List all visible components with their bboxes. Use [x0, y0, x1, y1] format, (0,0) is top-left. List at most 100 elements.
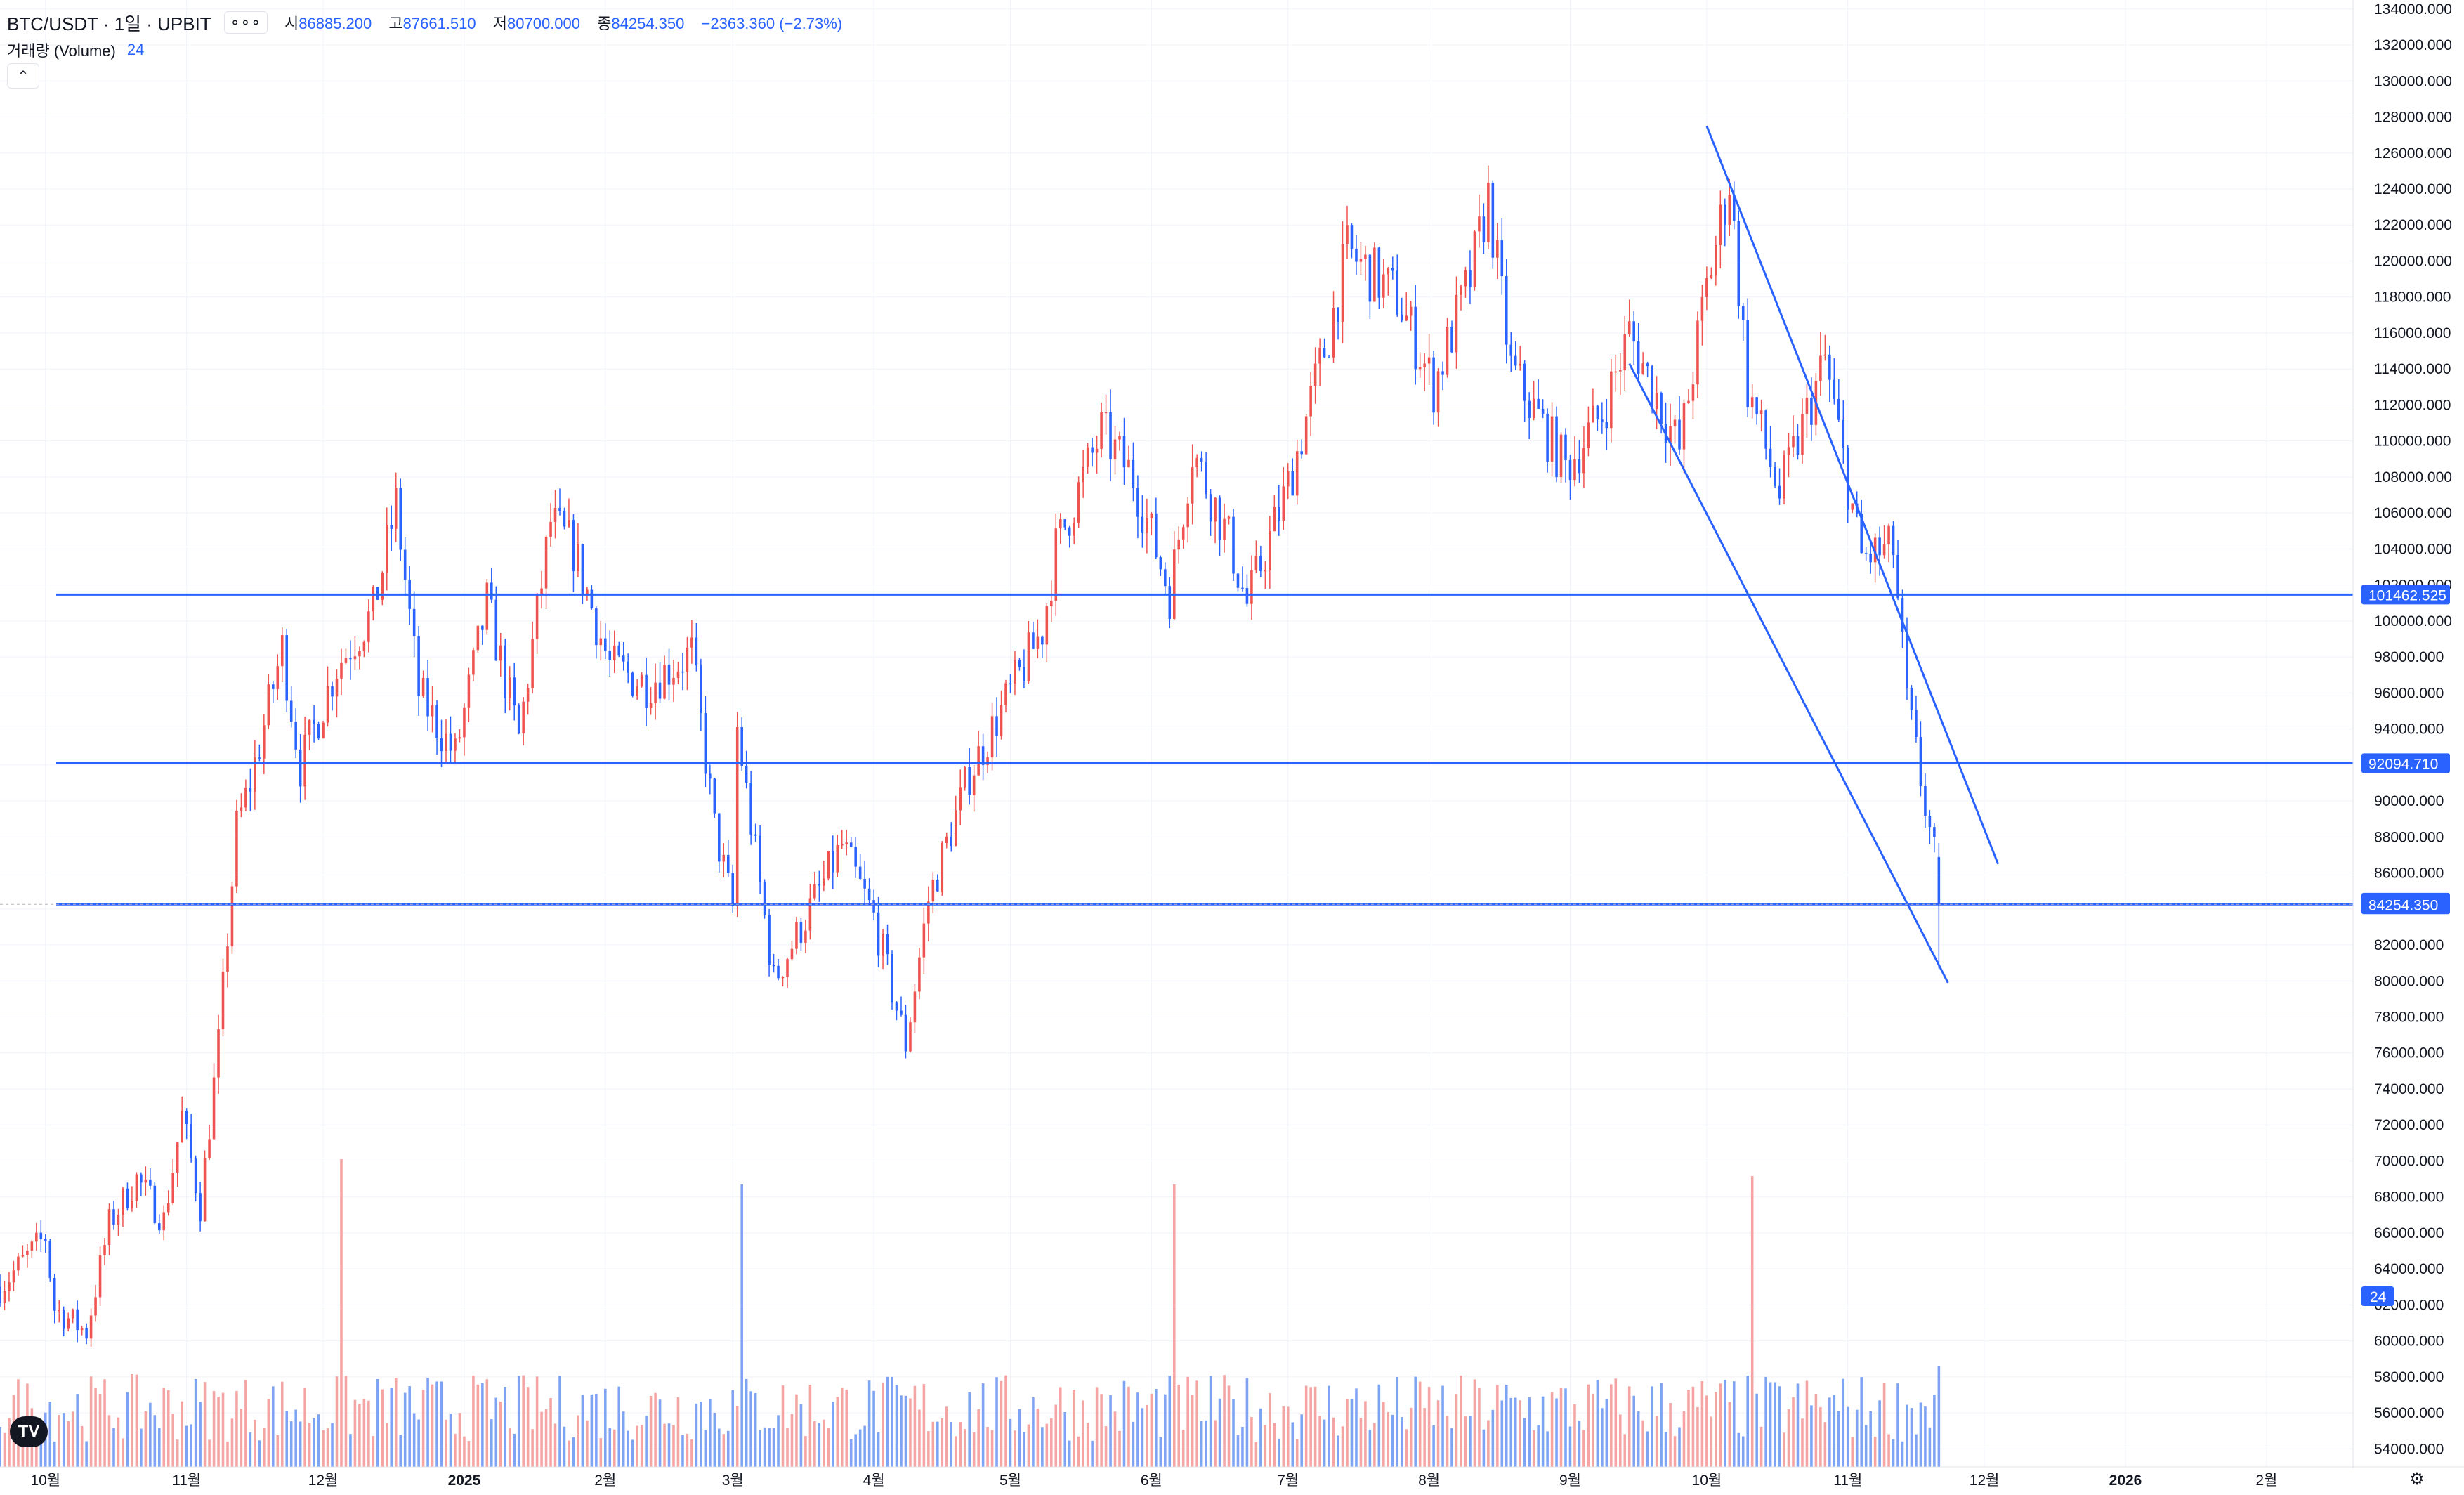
- volume-bar: [986, 1427, 989, 1467]
- candle-body: [1186, 503, 1189, 528]
- candle-body: [990, 716, 994, 758]
- settings-gear-icon[interactable]: ⚙: [2409, 1469, 2425, 1489]
- chevron-up-icon[interactable]: ⌃: [7, 63, 39, 89]
- time-tick-label: 2026: [2109, 1473, 2142, 1489]
- candle-body: [804, 930, 807, 943]
- volume-bar: [709, 1399, 712, 1467]
- price-tick-label: 78000.000: [2374, 1010, 2444, 1026]
- volume-bar: [522, 1375, 525, 1467]
- volume-bar: [740, 1184, 743, 1467]
- volume-bar: [1382, 1402, 1385, 1467]
- volume-bar: [877, 1432, 880, 1467]
- volume-bar: [654, 1392, 657, 1467]
- volume-bar: [1337, 1435, 1339, 1467]
- candle-body: [1878, 537, 1881, 556]
- volume-label[interactable]: 거래량 (Volume): [7, 42, 116, 60]
- candle-body: [1532, 398, 1535, 418]
- price-axis[interactable]: 134000.000 132000.000 130000.000 128000.000…: [2374, 1, 2452, 1458]
- candle-body: [271, 684, 275, 689]
- candle-body: [1710, 275, 1713, 278]
- volume-bar: [1550, 1392, 1554, 1467]
- volume-bar: [823, 1419, 825, 1467]
- candle-body: [1618, 370, 1622, 372]
- candle-body: [726, 854, 730, 873]
- time-tick-label: 12월: [1970, 1473, 2000, 1489]
- volume-bar: [1869, 1411, 1872, 1467]
- volume-bar: [107, 1415, 111, 1467]
- price-tick-label: 94000.000: [2374, 722, 2444, 738]
- candle-body: [153, 1185, 157, 1224]
- volume-bar: [280, 1381, 284, 1467]
- volume-bar: [1104, 1426, 1108, 1467]
- time-axis[interactable]: 10월 11월 12월 2025 2월 3월 4월 5월 6월 7월 8월 9월 10월 11월 12월 20…: [30, 1473, 2277, 1489]
- volume-bar: [254, 1419, 256, 1467]
- candle-body: [1860, 514, 1863, 554]
- volume-bar: [85, 1441, 88, 1467]
- candle-body: [549, 521, 552, 537]
- candle-body: [540, 588, 543, 594]
- candle-body: [1500, 240, 1504, 277]
- candle-body: [922, 923, 926, 958]
- volume-bar: [1737, 1432, 1741, 1467]
- symbol-title[interactable]: BTC/USDT · 1일 · UPBIT: [7, 13, 211, 34]
- candle-body: [1405, 315, 1408, 321]
- volume-bar: [795, 1394, 798, 1467]
- volume-bar: [276, 1435, 280, 1467]
- volume-bar: [1596, 1380, 1599, 1467]
- volume-bar: [1610, 1384, 1613, 1467]
- time-tick-label: 2월: [594, 1473, 616, 1489]
- volume-bar: [617, 1386, 621, 1467]
- price-tick-label: 90000.000: [2374, 793, 2444, 809]
- volume-bar: [1933, 1395, 1936, 1467]
- candle-body: [1641, 363, 1644, 374]
- volume-bar: [1077, 1436, 1080, 1467]
- candle-body: [1737, 221, 1741, 306]
- candle-body: [604, 638, 607, 651]
- more-options-icon[interactable]: ∘∘∘: [223, 11, 268, 34]
- candle-body: [1396, 270, 1399, 315]
- volume-bar: [1023, 1432, 1025, 1467]
- low-value: 80700.000: [507, 15, 581, 32]
- volume-bar: [408, 1386, 411, 1467]
- candle-body: [1519, 363, 1521, 366]
- candle-body: [1291, 471, 1295, 496]
- candle-body: [1341, 244, 1344, 322]
- candle-body: [631, 672, 634, 696]
- candle-body: [927, 901, 930, 924]
- candle-body: [76, 1309, 79, 1331]
- volume-bar: [98, 1393, 102, 1467]
- price-tick-label: 60000.000: [2374, 1333, 2444, 1350]
- volume-bar: [1181, 1430, 1185, 1467]
- drawing-tools[interactable]: [0, 125, 2353, 984]
- time-tick-label: 9월: [1559, 1473, 1581, 1489]
- candle-body: [1724, 204, 1726, 225]
- volume-bar: [1000, 1380, 1003, 1467]
- volume-bar: [376, 1378, 379, 1467]
- volume-bar: [94, 1388, 97, 1467]
- volume-bar: [313, 1418, 315, 1467]
- volume-bar: [1715, 1392, 1717, 1467]
- tradingview-logo-icon[interactable]: TV: [10, 1416, 48, 1447]
- candle-body: [763, 882, 766, 915]
- candle-body: [299, 749, 302, 787]
- volume-bar: [735, 1406, 739, 1467]
- candle-body: [367, 611, 370, 642]
- candle-body: [1482, 216, 1486, 242]
- candle-body: [71, 1309, 74, 1319]
- volume-bar: [1328, 1385, 1330, 1467]
- open-label: 시: [284, 15, 299, 32]
- candle-body: [1514, 355, 1517, 366]
- candle-body: [531, 639, 534, 688]
- candle-body: [30, 1241, 34, 1251]
- volume-bar: [886, 1376, 889, 1467]
- candle-body: [931, 879, 935, 902]
- price-badge-label: 84254.350: [2368, 897, 2438, 913]
- volume-bar: [931, 1421, 935, 1467]
- candle-body: [813, 884, 816, 899]
- volume-bar: [1637, 1411, 1640, 1467]
- volume-bar: [604, 1388, 607, 1467]
- volume-bar: [1614, 1378, 1618, 1467]
- volume-bar: [1341, 1426, 1344, 1467]
- candle-body: [1715, 244, 1717, 276]
